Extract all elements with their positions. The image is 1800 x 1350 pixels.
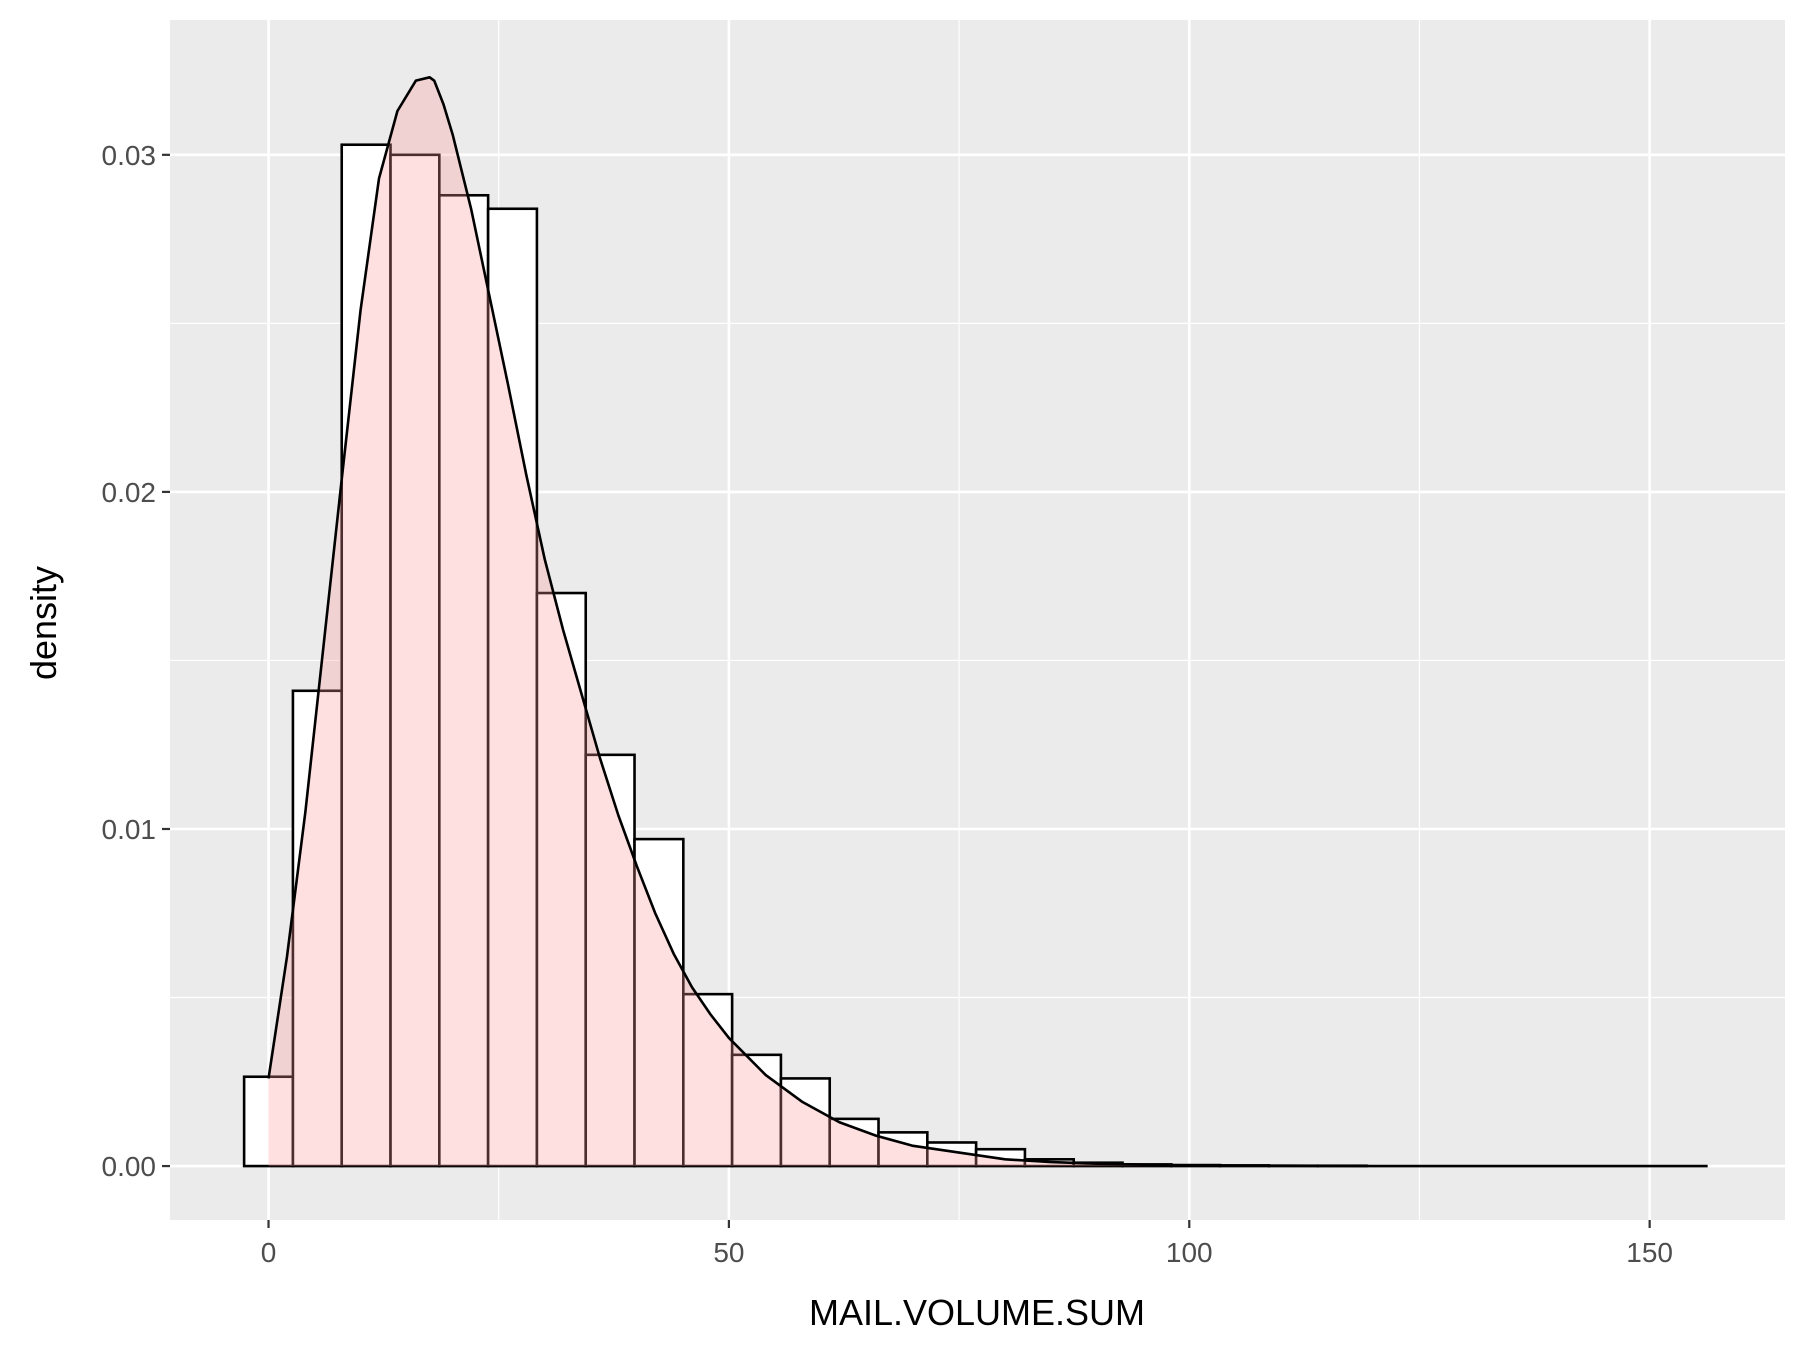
- y-tick-label: 0.02: [102, 477, 157, 508]
- histogram-bar: [682, 992, 734, 1168]
- histogram-bar: [535, 591, 588, 1168]
- x-tick-label: 150: [1626, 1237, 1673, 1268]
- density-curve: [267, 76, 1708, 1168]
- histogram-bar: [340, 143, 392, 1168]
- density-line: [267, 76, 1708, 1168]
- histogram-bar: [242, 1075, 295, 1168]
- x-tick-label: 100: [1166, 1237, 1213, 1268]
- histogram-bars: [242, 143, 1368, 1168]
- x-tick-label: 0: [261, 1237, 277, 1268]
- histogram-bar: [633, 837, 685, 1168]
- density-area: [268, 77, 1708, 1167]
- x-tick-label: 50: [713, 1237, 744, 1268]
- axes: 0 50 100 150 0.00 0.01 0.02 0.03: [102, 140, 1674, 1268]
- y-tick-label: 0.01: [102, 814, 157, 845]
- y-tick-label: 0.00: [102, 1151, 157, 1182]
- y-tick-label: 0.03: [102, 140, 157, 171]
- x-axis-title: MAIL.VOLUME.SUM: [809, 1292, 1145, 1333]
- histogram-bar: [584, 753, 636, 1168]
- y-axis-title: density: [23, 566, 64, 680]
